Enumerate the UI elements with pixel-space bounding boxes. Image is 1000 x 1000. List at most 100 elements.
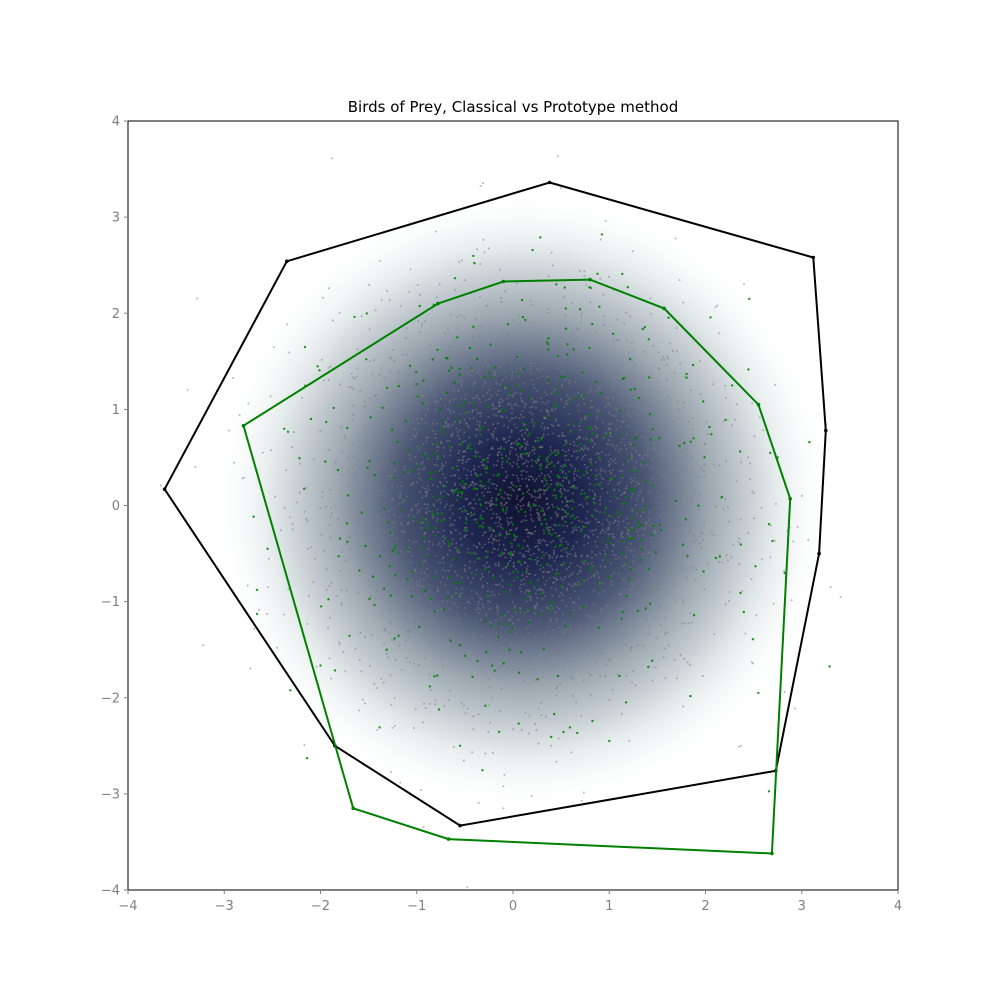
scatter-point bbox=[463, 279, 466, 282]
scatter-point bbox=[482, 425, 485, 428]
scatter-point bbox=[511, 407, 514, 410]
scatter-point bbox=[571, 507, 574, 510]
scatter-point bbox=[407, 514, 410, 517]
scatter-point bbox=[552, 539, 555, 542]
scatter-point bbox=[511, 349, 514, 352]
scatter-point bbox=[727, 506, 729, 509]
scatter-point bbox=[557, 460, 560, 463]
scatter-point bbox=[509, 394, 512, 397]
scatter-point bbox=[461, 485, 464, 488]
scatter-point bbox=[677, 417, 680, 420]
scatter-point bbox=[347, 456, 350, 459]
scatter-point bbox=[566, 525, 569, 528]
scatter-point bbox=[561, 431, 564, 434]
scatter-point bbox=[556, 515, 559, 518]
scatter-point bbox=[590, 647, 593, 650]
scatter-point bbox=[518, 606, 521, 609]
scatter-point bbox=[429, 358, 432, 361]
scatter-point bbox=[692, 614, 696, 617]
scatter-point bbox=[387, 521, 390, 524]
scatter-point bbox=[540, 523, 543, 526]
scatter-point bbox=[649, 297, 652, 300]
scatter-point bbox=[557, 354, 560, 358]
scatter-point bbox=[422, 721, 425, 724]
scatter-point bbox=[626, 414, 629, 417]
scatter-point bbox=[228, 429, 231, 432]
scatter-point bbox=[691, 455, 694, 458]
scatter-point bbox=[562, 730, 565, 734]
scatter-point bbox=[388, 569, 391, 572]
scatter-point bbox=[519, 447, 522, 449]
scatter-point bbox=[452, 619, 455, 622]
scatter-point bbox=[455, 593, 459, 597]
scatter-point bbox=[351, 495, 354, 498]
scatter-point bbox=[390, 465, 393, 468]
scatter-point bbox=[510, 645, 513, 648]
scatter-point bbox=[582, 791, 585, 794]
scatter-point bbox=[482, 349, 485, 352]
scatter-point bbox=[485, 467, 489, 470]
scatter-point bbox=[521, 478, 524, 480]
scatter-point bbox=[541, 422, 544, 425]
scatter-point bbox=[375, 471, 378, 474]
scatter-point bbox=[369, 665, 371, 667]
scatter-point bbox=[485, 471, 488, 474]
scatter-point bbox=[429, 618, 432, 621]
scatter-point bbox=[575, 474, 578, 477]
scatter-point bbox=[466, 371, 469, 374]
scatter-point bbox=[599, 565, 602, 568]
scatter-point bbox=[521, 492, 525, 495]
scatter-point bbox=[414, 435, 417, 438]
scatter-point bbox=[596, 364, 599, 367]
scatter-point bbox=[552, 425, 555, 428]
scatter-point bbox=[576, 634, 579, 637]
scatter-point bbox=[415, 407, 418, 410]
scatter-point bbox=[459, 490, 462, 494]
scatter-point bbox=[543, 489, 546, 492]
scatter-point bbox=[524, 611, 527, 614]
scatter-point bbox=[476, 371, 479, 374]
scatter-point bbox=[665, 363, 668, 366]
scatter-point bbox=[399, 492, 402, 495]
scatter-point bbox=[418, 304, 421, 308]
scatter-point bbox=[567, 552, 569, 555]
scatter-point bbox=[481, 182, 484, 185]
scatter-point bbox=[672, 585, 675, 588]
scatter-point bbox=[747, 532, 750, 535]
scatter-point bbox=[551, 409, 554, 412]
scatter-point bbox=[541, 551, 544, 554]
scatter-point bbox=[491, 446, 494, 449]
scatter-point bbox=[607, 397, 610, 400]
scatter-point bbox=[446, 408, 449, 410]
scatter-point bbox=[663, 511, 666, 514]
scatter-point bbox=[578, 422, 582, 425]
scatter-point bbox=[429, 356, 432, 359]
scatter-point bbox=[414, 632, 417, 635]
scatter-point bbox=[495, 382, 498, 385]
scatter-point bbox=[542, 514, 545, 516]
scatter-point bbox=[547, 311, 550, 314]
scatter-point bbox=[425, 495, 427, 498]
scatter-point bbox=[340, 490, 343, 493]
scatter-point bbox=[567, 506, 570, 509]
scatter-point bbox=[617, 626, 620, 629]
scatter-point bbox=[624, 404, 627, 407]
scatter-point bbox=[550, 654, 553, 657]
scatter-point bbox=[674, 499, 677, 503]
scatter-point bbox=[593, 616, 595, 619]
scatter-point bbox=[444, 505, 447, 508]
scatter-point bbox=[440, 545, 443, 548]
scatter-point bbox=[571, 572, 574, 575]
scatter-point bbox=[630, 403, 633, 406]
scatter-point bbox=[453, 490, 457, 493]
scatter-point bbox=[515, 576, 519, 579]
scatter-point bbox=[578, 597, 581, 600]
scatter-point bbox=[306, 623, 309, 625]
scatter-point bbox=[618, 488, 620, 491]
scatter-point bbox=[525, 590, 528, 593]
scatter-point bbox=[492, 539, 495, 542]
scatter-point bbox=[513, 404, 516, 407]
scatter-point bbox=[439, 397, 442, 400]
scatter-point bbox=[698, 475, 701, 478]
